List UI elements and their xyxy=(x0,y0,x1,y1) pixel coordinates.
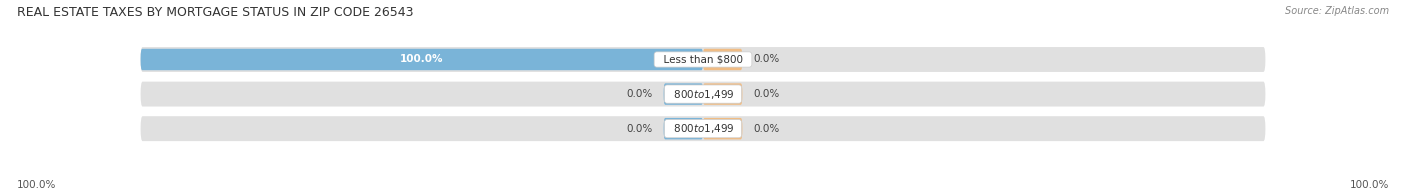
FancyBboxPatch shape xyxy=(703,118,742,139)
Text: 0.0%: 0.0% xyxy=(626,124,652,134)
Text: 100.0%: 100.0% xyxy=(1350,180,1389,190)
FancyBboxPatch shape xyxy=(703,49,742,70)
FancyBboxPatch shape xyxy=(141,47,1265,72)
Text: 0.0%: 0.0% xyxy=(754,89,780,99)
FancyBboxPatch shape xyxy=(664,118,703,139)
Text: $800 to $1,499: $800 to $1,499 xyxy=(666,122,740,135)
Text: 0.0%: 0.0% xyxy=(626,89,652,99)
Text: Source: ZipAtlas.com: Source: ZipAtlas.com xyxy=(1285,6,1389,16)
Text: $800 to $1,499: $800 to $1,499 xyxy=(666,88,740,101)
FancyBboxPatch shape xyxy=(141,116,1265,141)
FancyBboxPatch shape xyxy=(141,82,1265,107)
Text: 0.0%: 0.0% xyxy=(754,54,780,64)
Text: 100.0%: 100.0% xyxy=(17,180,56,190)
FancyBboxPatch shape xyxy=(141,49,703,70)
Text: REAL ESTATE TAXES BY MORTGAGE STATUS IN ZIP CODE 26543: REAL ESTATE TAXES BY MORTGAGE STATUS IN … xyxy=(17,6,413,19)
FancyBboxPatch shape xyxy=(703,83,742,105)
FancyBboxPatch shape xyxy=(664,83,703,105)
Text: 0.0%: 0.0% xyxy=(754,124,780,134)
Text: Less than $800: Less than $800 xyxy=(657,54,749,64)
Text: 100.0%: 100.0% xyxy=(401,54,443,64)
